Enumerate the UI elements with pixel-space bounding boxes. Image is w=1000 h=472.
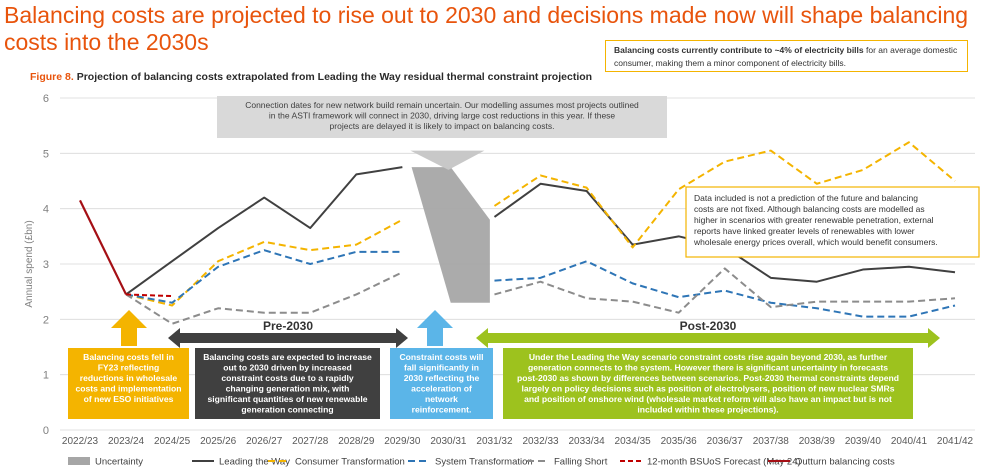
figure-label: Figure 8. — [30, 71, 74, 83]
x-tick-label: 2038/39 — [799, 436, 836, 447]
legend-label: Leading the Way — [219, 457, 290, 468]
series-line-consumer-transformation — [493, 141, 956, 249]
x-tick-label: 2040/41 — [891, 436, 928, 447]
series-line-system-transformation — [494, 260, 956, 318]
x-tick-label: 2028/29 — [338, 436, 375, 447]
x-tick-label: 2031/32 — [476, 436, 513, 447]
series-line-leading-the-way — [125, 166, 403, 296]
constraint-text: Constraint costs will fall significantly … — [399, 352, 483, 415]
pre-2030-box — [195, 348, 380, 419]
y-tick-label: 0 — [43, 425, 49, 437]
y-tick-label: 5 — [43, 148, 49, 160]
post-2030-arrow — [476, 328, 940, 348]
x-tick-label: 2029/30 — [384, 436, 421, 447]
pre-2030-arrow-label: Pre-2030 — [263, 319, 313, 333]
figure-caption: Figure 8. Projection of balancing costs … — [30, 71, 592, 83]
x-tick-label: 2033/34 — [569, 436, 606, 447]
y-tick-label: 1 — [43, 370, 49, 382]
x-tick-label: 2034/35 — [615, 436, 652, 447]
x-tick-label: 2039/40 — [845, 436, 882, 447]
bill-contribution-note: Balancing costs currently contribute to … — [605, 40, 968, 72]
x-tick-label: 2041/42 — [937, 436, 974, 447]
legend-label: Outturn balancing costs — [795, 457, 895, 468]
x-tick-label: 2024/25 — [154, 436, 191, 447]
fell-text: Balancing costs fell in FY23 reflecting re… — [75, 352, 181, 404]
series-line-system-transformation — [125, 249, 403, 304]
legend-swatch-uncertainty — [68, 457, 90, 465]
x-tick-label: 2035/36 — [661, 436, 698, 447]
fell-arrow — [111, 310, 147, 346]
series-line-consumer-transformation — [125, 218, 403, 307]
pre-2030-text: Balancing costs are expected to increase… — [203, 352, 372, 415]
figure-caption-text: Projection of balancing costs extrapolat… — [76, 71, 593, 83]
legend-label: Consumer Transformation — [295, 457, 405, 468]
x-tick-label: 2037/38 — [753, 436, 790, 447]
connection-callout-text: Connection dates for new network build r… — [245, 100, 639, 131]
legend-label: System Transformation — [435, 457, 533, 468]
series-line-falling-short — [494, 267, 956, 314]
disclaimer-box — [685, 186, 980, 258]
constraint-box — [390, 348, 493, 419]
note-text: for an average domestic consumer, making… — [614, 45, 958, 68]
connection-callout-box — [217, 96, 667, 138]
pre-2030-arrow — [168, 328, 408, 348]
y-tick-label: 3 — [43, 259, 49, 271]
constraint-arrow — [417, 310, 453, 346]
x-tick-label: 2026/27 — [246, 436, 283, 447]
y-axis-label: Annual spend (£bn) — [24, 220, 35, 307]
x-tick-label: 2030/31 — [430, 436, 467, 447]
x-tick-label: 2027/28 — [292, 436, 329, 447]
series-line-outturn-balancing-costs — [79, 199, 128, 295]
legend-label: Falling Short — [554, 457, 608, 468]
x-tick-label: 2025/26 — [200, 436, 237, 447]
fell-box — [68, 348, 189, 419]
disclaimer-text: Data included is not a prediction of the… — [693, 193, 938, 247]
connection-callout-pointer — [410, 150, 485, 170]
x-tick-label: 2032/33 — [522, 436, 559, 447]
post-2030-arrow-label: Post-2030 — [680, 319, 737, 333]
x-tick-label: 2022/23 — [62, 436, 99, 447]
y-tick-label: 6 — [43, 93, 49, 105]
uncertainty-band — [411, 167, 490, 303]
page-title: Balancing costs are projected to rise ou… — [4, 2, 969, 55]
x-tick-label: 2023/24 — [108, 436, 145, 447]
x-tick-label: 2036/37 — [707, 436, 744, 447]
legend-label: Uncertainty — [95, 457, 143, 468]
note-bold: Balancing costs currently contribute to … — [614, 45, 864, 55]
legend-label: 12-month BSUoS Forecast (May 24) — [647, 457, 801, 468]
post-2030-box — [503, 348, 913, 419]
y-tick-label: 2 — [43, 314, 49, 326]
y-tick-label: 4 — [43, 204, 49, 216]
series-line-falling-short — [125, 271, 403, 325]
post-2030-text: Under the Leading the Way scenario const… — [517, 352, 899, 415]
